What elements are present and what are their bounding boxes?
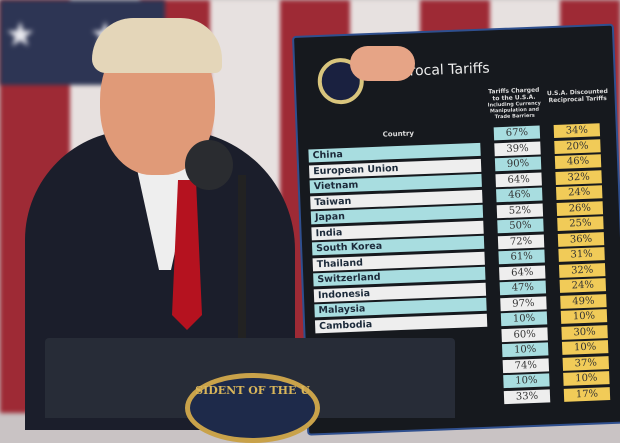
discounted-value: 49%	[560, 293, 607, 309]
discounted-value: 24%	[555, 185, 603, 200]
charged-value: 46%	[496, 187, 543, 203]
hand	[350, 46, 415, 81]
red-tie	[172, 180, 202, 330]
discounted-value: 25%	[557, 216, 604, 231]
microphone	[185, 140, 233, 190]
charged-value: 10%	[501, 342, 549, 358]
discounted-value: 32%	[558, 262, 606, 278]
person-hair	[92, 18, 222, 73]
discounted-value: 36%	[557, 231, 605, 247]
charged-value: 61%	[498, 249, 545, 265]
charged-value: 97%	[500, 295, 547, 311]
discounted-value: 32%	[555, 169, 602, 185]
charged-header: Tariffs Charged to the U.S.A. Including …	[486, 86, 542, 121]
charged-value: 72%	[497, 233, 545, 249]
discounted-value: 20%	[554, 138, 601, 154]
discounted-value: 30%	[561, 324, 608, 340]
discounted-value: 17%	[563, 386, 611, 402]
microphone-stand	[238, 175, 246, 345]
charged-value: 67%	[493, 125, 541, 141]
charged-value: 10%	[503, 373, 550, 389]
discounted-value: 31%	[558, 247, 605, 262]
discounted-value: 46%	[554, 154, 602, 169]
discounted-value: 10%	[560, 309, 608, 324]
charged-value: 74%	[502, 357, 550, 373]
discounted-header: U.S.A. Discounted Reciprocal Tariffs	[546, 87, 608, 105]
charged-value: 64%	[495, 172, 542, 187]
country-header: Country	[382, 129, 415, 139]
discounted-value: 37%	[562, 355, 610, 371]
discounted-value: 34%	[553, 123, 601, 139]
discounted-value: 24%	[559, 278, 607, 293]
charged-value: 90%	[494, 156, 542, 172]
charged-header-subtitle: Including Currency Manipulation and Trad…	[487, 100, 541, 121]
charged-value: 33%	[503, 388, 551, 404]
charged-value: 64%	[499, 264, 546, 280]
discounted-value: 26%	[556, 200, 604, 216]
star-icon: ★	[5, 15, 36, 55]
charged-value: 47%	[499, 280, 547, 296]
charged-value: 60%	[501, 326, 548, 342]
discounted-value: 10%	[563, 371, 610, 386]
charged-value: 10%	[500, 311, 548, 327]
charged-value: 50%	[497, 218, 544, 234]
discounted-value: 10%	[561, 340, 609, 355]
podium-seal: SIDENT OF THE U	[185, 373, 320, 443]
charged-value: 39%	[494, 141, 541, 156]
charged-value: 52%	[496, 203, 544, 218]
